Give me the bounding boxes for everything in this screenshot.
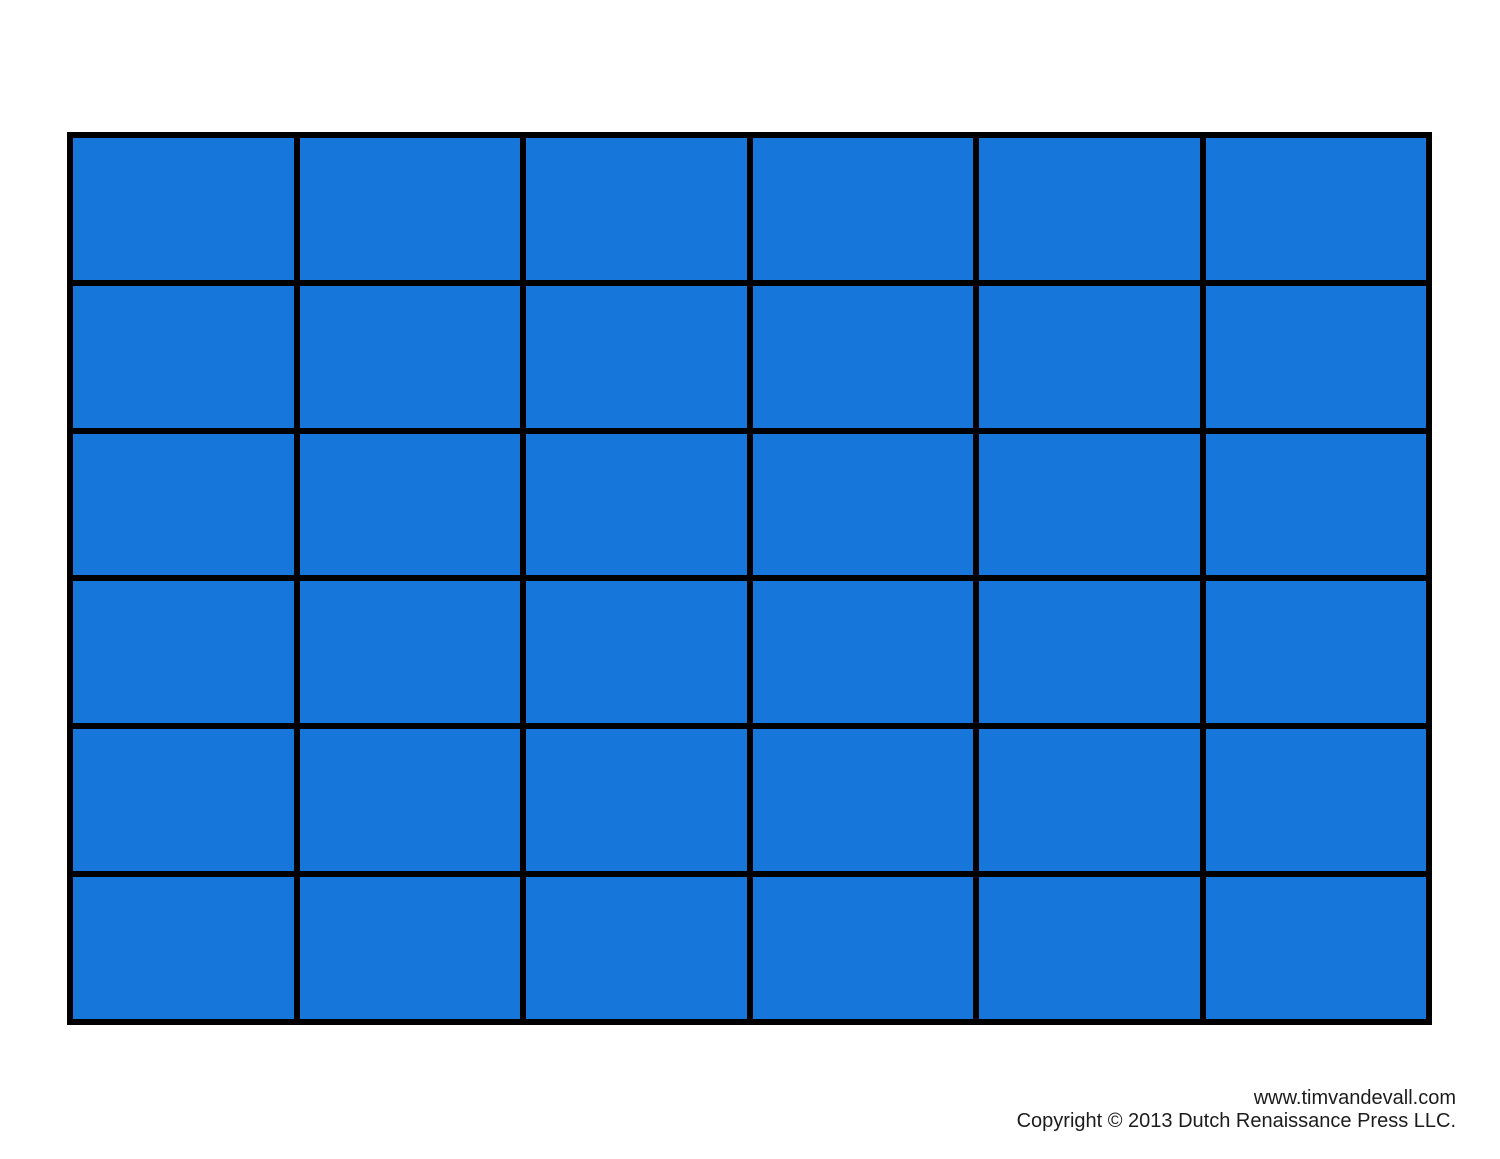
footer: www.timvandevall.com Copyright © 2013 Du… <box>1017 1087 1456 1133</box>
grid-cell[interactable] <box>526 581 747 724</box>
grid-cell[interactable] <box>1205 729 1426 872</box>
grid-cell[interactable] <box>752 285 973 428</box>
grid-cell[interactable] <box>526 285 747 428</box>
grid-cell[interactable] <box>73 729 294 872</box>
grid-cell[interactable] <box>526 729 747 872</box>
grid-cell[interactable] <box>979 138 1200 280</box>
grid-cell[interactable] <box>979 877 1200 1019</box>
grid-cell[interactable] <box>299 433 520 576</box>
grid-cell[interactable] <box>73 285 294 428</box>
grid-cell[interactable] <box>299 581 520 724</box>
grid-cell[interactable] <box>979 285 1200 428</box>
grid-cell[interactable] <box>299 138 520 280</box>
grid-cell[interactable] <box>752 729 973 872</box>
grid-board <box>67 132 1432 1025</box>
footer-copyright: Copyright © 2013 Dutch Renaissance Press… <box>1016 1110 1456 1132</box>
grid-cell[interactable] <box>1205 877 1426 1019</box>
grid-cell[interactable] <box>73 581 294 724</box>
grid-cell[interactable] <box>752 138 973 280</box>
grid-cell[interactable] <box>979 581 1200 724</box>
grid-cell[interactable] <box>1205 138 1426 280</box>
grid-cell[interactable] <box>299 285 520 428</box>
grid-cell[interactable] <box>73 877 294 1019</box>
grid-cell[interactable] <box>73 138 294 280</box>
grid-cell[interactable] <box>752 581 973 724</box>
grid-cell[interactable] <box>73 433 294 576</box>
grid-cell[interactable] <box>752 877 973 1019</box>
grid-cell[interactable] <box>299 729 520 872</box>
grid-cell[interactable] <box>1205 433 1426 576</box>
grid-cell[interactable] <box>1205 581 1426 724</box>
grid-cell[interactable] <box>526 433 747 576</box>
grid-cell[interactable] <box>979 433 1200 576</box>
grid-cell[interactable] <box>1205 285 1426 428</box>
grid-cell[interactable] <box>979 729 1200 872</box>
grid-cell[interactable] <box>526 138 747 280</box>
grid-cell[interactable] <box>752 433 973 576</box>
footer-website: www.timvandevall.com <box>1253 1087 1456 1109</box>
grid-cell[interactable] <box>526 877 747 1019</box>
grid-cell[interactable] <box>299 877 520 1019</box>
